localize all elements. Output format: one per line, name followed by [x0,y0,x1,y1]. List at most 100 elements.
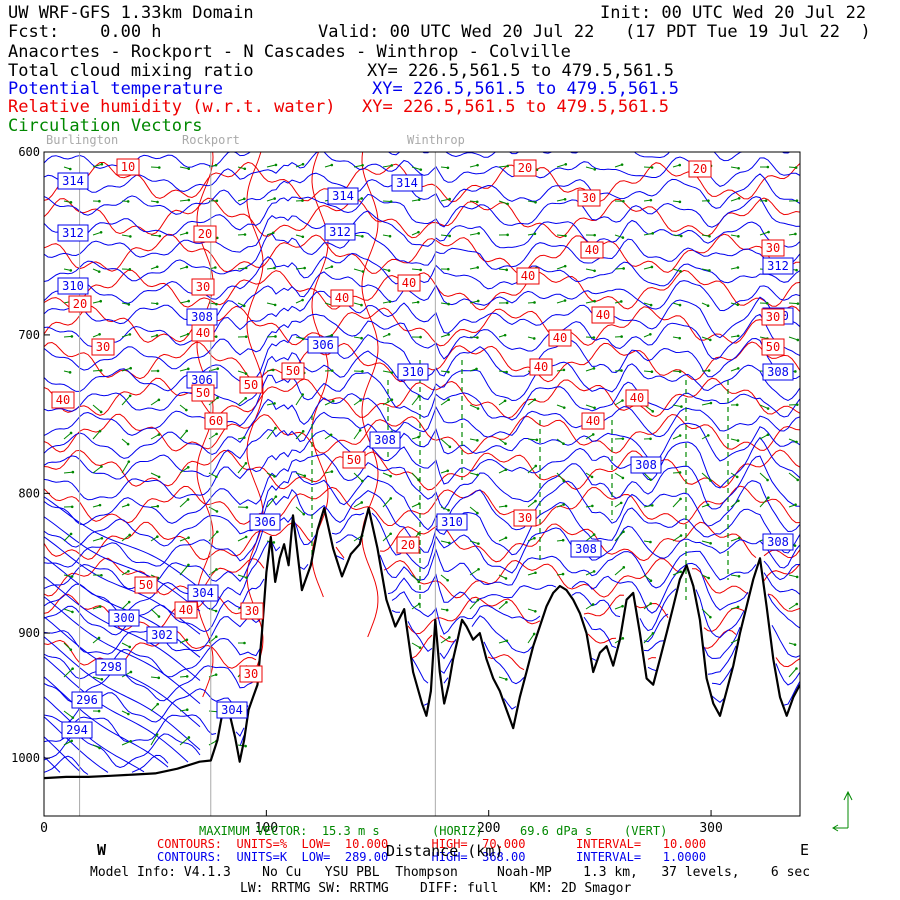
place-lines [79,152,436,816]
vector-arrowhead [215,530,219,534]
vector-arrowhead [71,610,74,614]
vector-arrowhead [650,265,654,269]
vector-arrowhead [417,435,420,439]
rh-label: 20 [198,227,212,241]
circulation-vector [121,438,129,445]
vector-arrowhead [476,266,480,269]
rh-label: 20 [73,297,87,311]
vector-arrowhead [447,333,450,336]
theta-contour-info: CONTOURS: UNITS=K LOW= 289.00 HIGH= 368.… [157,850,707,864]
reference-vector [832,790,853,832]
rh-label-box [68,295,92,313]
circulation-vector [556,163,566,168]
vector-arrowhead [795,440,798,444]
vector-arrowhead [767,230,770,234]
vector-arrowhead [215,510,219,513]
vector-arrowhead [360,501,364,504]
vector-arrowhead [97,270,101,273]
vector-arrowhead [215,199,219,203]
field-vectors-label: Circulation Vectors [8,116,203,136]
vector-arrowhead [244,396,248,400]
vector-arrowhead [155,334,159,337]
vector-arrowhead [390,164,394,167]
rh-label: 30 [518,511,532,525]
vector-arrowhead [330,470,334,473]
axes: 600 700 800 900 1000 0 100 200 300 [11,145,723,836]
circulation-vector [179,300,189,304]
vector-arrowhead [592,533,596,536]
vector-arrowhead [447,508,450,512]
vector-arrowhead [186,332,190,336]
contour-labels: 314 312 310 308 306 304 302 300 298 296 294 306 310 3… [51,158,794,739]
vector-arrowhead [795,199,799,203]
field-rh-label: Relative humidity (w.r.t. water) [8,97,336,117]
rh-isoline [361,152,379,638]
west-label: W [97,841,107,859]
vector-arrowhead [767,496,770,499]
vector-arrowhead [69,201,73,204]
circulation-vector [121,395,131,406]
vector-arrowhead [330,163,334,167]
model-info-physics: LW: RRTMG SW: RRTMG DIFF: full KM: 2D Sm… [240,881,632,896]
vector-arrowhead [503,333,507,337]
vector-arrowhead [361,163,364,167]
max-vector-vert-unit: (VERT) [624,824,668,838]
vector-arrowhead [504,468,508,471]
vector-arrowhead [216,367,220,370]
circulation-vector [411,603,420,610]
vector-arrowhead [650,504,654,507]
vector-arrowhead [709,615,712,619]
circulation-vector [150,608,160,617]
rh-label: 30 [196,280,210,294]
circulation-vector [788,438,797,443]
circulation-vector [353,429,361,440]
vector-arrowhead [273,197,276,200]
rh-label-box [761,308,785,326]
rh-isoline [44,197,800,239]
circulation-vector [92,637,100,644]
vector-arrowhead [331,399,335,403]
circulation-vector [92,231,102,236]
vector-arrowhead [361,235,364,238]
plot-frame [43,151,801,817]
vector-arrowhead [329,433,333,437]
vector-arrowhead [244,535,248,539]
circulation-vector [585,434,594,440]
circulation-vector [63,608,73,613]
vector-arrowhead [535,438,539,442]
vector-arrowhead [185,231,189,235]
circulation-vector [208,433,217,440]
circulation-vector [179,737,190,746]
vector-arrowhead [97,709,101,713]
vector-arrowhead [271,368,275,372]
vector-arrowhead [564,234,567,238]
theta-label-box [327,187,359,205]
vector-arrowhead [533,398,537,401]
circulation-vector [150,434,160,440]
circulation-vector [92,163,102,168]
circulation-vector [759,434,769,440]
circulation-vector [208,740,217,746]
circulation-vector [672,498,681,508]
circulation-vector [469,300,479,304]
theta-isoline [44,411,800,480]
vector-arrowhead [679,497,682,501]
circulation-vector [730,500,739,508]
vector-arrowhead [706,434,710,437]
vector-arrowhead [533,232,537,236]
x-tick-label: 200 [477,821,500,836]
theta-isoline [44,596,201,704]
circulation-vector [498,438,506,445]
circulation-vector [353,399,361,406]
vector-arrowhead [504,442,507,445]
circulation-vector [382,164,392,168]
vector-arrowhead [590,475,594,479]
vector-arrowhead [561,538,565,542]
circulation-vector [179,166,189,170]
rh-isoline [311,152,329,598]
vector-arrowhead [69,648,73,651]
circulation-vector [266,198,275,202]
vector-arrowhead [242,197,246,201]
rh-label: 30 [245,604,259,618]
vector-arrowhead [622,566,626,569]
